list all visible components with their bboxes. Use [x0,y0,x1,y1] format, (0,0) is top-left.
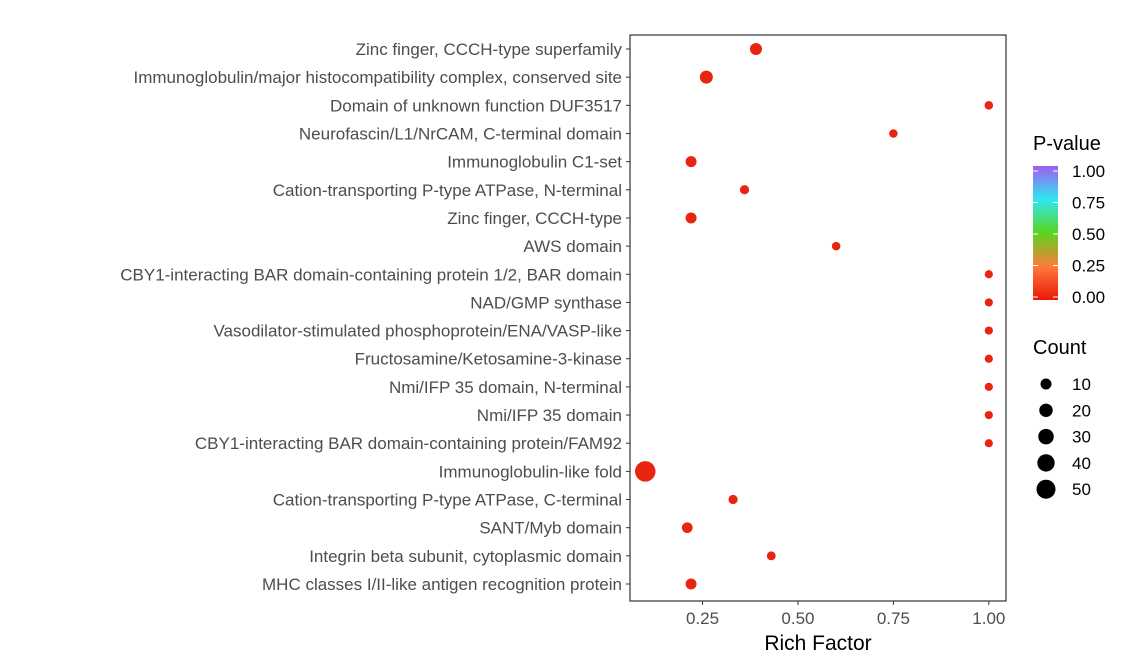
data-point [766,551,776,561]
y-tick-label: CBY1-interacting BAR domain-containing p… [120,265,622,284]
x-tick-label: 1.00 [972,609,1005,628]
size-legend-label: 40 [1072,454,1091,473]
y-tick-label: Zinc finger, CCCH-type superfamily [356,40,623,59]
y-tick-label: Nmi/IFP 35 domain [477,406,622,425]
data-point [889,129,898,138]
size-legend-dot [1036,479,1056,499]
size-legend: Count 10 20 30 40 50 [1033,337,1091,499]
data-point [984,382,993,391]
data-point [984,298,993,307]
x-tick-label: 0.50 [781,609,814,628]
data-point [635,461,656,482]
y-tick-label: Domain of unknown function DUF3517 [330,96,622,115]
color-legend-label: 0.75 [1072,194,1105,213]
size-legend-label: 20 [1072,401,1091,420]
color-legend-title: P-value [1033,133,1101,155]
data-point [984,270,993,279]
color-legend-label: 0.25 [1072,257,1105,276]
data-point [739,185,750,195]
size-legend-dot [1039,403,1053,418]
size-legend-title: Count [1033,337,1087,359]
data-point [685,156,697,168]
y-tick-label: Vasodilator-stimulated phosphoprotein/EN… [213,322,622,341]
x-tick-label: 0.75 [877,609,910,628]
y-tick-label: CBY1-interacting BAR domain-containing p… [195,434,622,453]
y-tick-label: SANT/Myb domain [479,519,622,538]
data-point [984,326,993,335]
y-tick-label: Cation-transporting P-type ATPase, C-ter… [273,491,622,510]
y-tick-label: Immunoglobulin C1-set [447,153,622,172]
size-legend-label: 50 [1072,480,1091,499]
data-point [685,212,697,224]
size-legend-label: 10 [1072,375,1091,394]
y-tick-label: NAD/GMP synthase [470,293,622,312]
data-point [984,354,993,363]
color-legend-label: 0.00 [1072,288,1105,307]
color-legend-label: 0.50 [1072,225,1105,244]
data-point [685,578,697,590]
color-legend: P-value 1.00 0.75 0.50 0.25 0.00 [1033,133,1105,307]
x-tick-label: 0.25 [686,609,719,628]
data-point [728,494,738,505]
plot-panel [629,34,1007,602]
y-tick-label: Integrin beta subunit, cytoplasmic domai… [309,547,622,566]
y-tick-label: MHC classes I/II-like antigen recognitio… [262,575,622,594]
y-tick-label: Immunoglobulin/major histocompatibility … [134,68,623,87]
data-point [984,101,994,110]
data-point [984,410,993,420]
x-axis-title: Rich Factor [764,632,871,655]
color-legend-label: 1.00 [1072,162,1105,181]
size-legend-label: 30 [1072,428,1091,447]
y-tick-label: Fructosamine/Ketosamine-3-kinase [355,350,622,369]
data-point [681,522,693,534]
data-point [699,70,713,84]
y-tick-label: Cation-transporting P-type ATPase, N-ter… [273,181,622,200]
y-tick-label: Neurofascin/L1/NrCAM, C-terminal domain [299,124,622,143]
color-bar [1033,166,1058,300]
data-point [831,241,841,251]
size-legend-dot [1038,428,1054,445]
y-tick-label: Nmi/IFP 35 domain, N-terminal [389,378,622,397]
data-point [749,42,762,56]
size-legend-dot [1037,454,1055,472]
y-tick-label: AWS domain [523,237,622,256]
data-point [984,439,993,448]
y-tick-label: Zinc finger, CCCH-type [447,209,622,228]
y-tick-label: Immunoglobulin-like fold [439,462,622,481]
size-legend-dot [1040,378,1052,390]
